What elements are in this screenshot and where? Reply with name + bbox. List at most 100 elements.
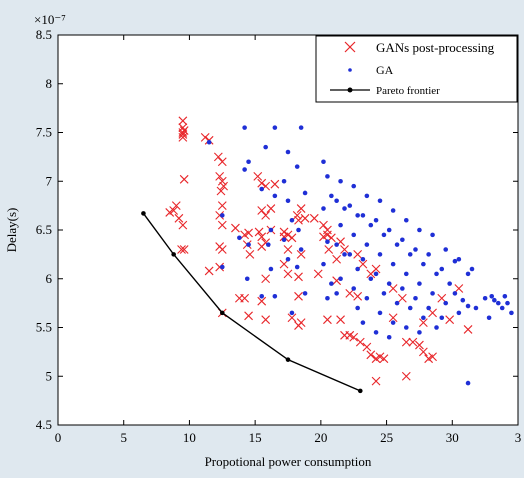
gan-point (345, 288, 355, 298)
y-tick-label: 5.5 (36, 320, 52, 335)
ga-point (417, 281, 422, 286)
gan-point (358, 259, 368, 269)
ga-point (342, 252, 347, 257)
gan-point-stroke (179, 245, 189, 254)
ga-point (281, 178, 287, 184)
ga-point (482, 295, 488, 301)
gan-point-stroke (217, 157, 227, 167)
legend-marker-ga (348, 68, 352, 72)
gan-point-stroke (418, 318, 428, 328)
ga-point (342, 206, 347, 211)
ga-point (289, 310, 295, 316)
gan-point (169, 206, 179, 215)
gan-point-stroke (257, 232, 267, 242)
x-tick-label: 15 (249, 430, 262, 445)
ga-point (426, 252, 431, 257)
gan-point-stroke (257, 206, 267, 215)
ga-point (285, 256, 291, 262)
gan-point (313, 269, 323, 279)
gan-point-stroke (200, 132, 210, 142)
ga-point (473, 305, 479, 311)
ga-point (465, 303, 471, 309)
gan-point (355, 337, 365, 347)
pareto-point (171, 252, 176, 257)
gan-point (296, 249, 306, 259)
ga-point (386, 334, 392, 340)
gan-point (200, 132, 210, 142)
gan-point-stroke (244, 228, 253, 238)
gan-point-stroke (283, 245, 293, 254)
gan-point (257, 178, 267, 188)
gan-point-stroke (266, 204, 276, 213)
gan-point (401, 337, 411, 347)
gan-point (388, 313, 398, 323)
ga-point (390, 320, 396, 325)
ga-point (347, 203, 353, 208)
gan-point-stroke (401, 371, 411, 381)
gan-point-stroke (319, 220, 328, 230)
gan-point (217, 220, 227, 230)
gan-point (340, 245, 349, 254)
ga-point (355, 266, 360, 272)
ga-point (364, 295, 370, 301)
pareto-point (285, 357, 291, 362)
gan-point (397, 293, 407, 303)
ga-point (206, 139, 212, 145)
gan-point (379, 354, 389, 364)
ga-point (242, 167, 247, 172)
gan-point (319, 232, 328, 242)
gan-point-stroke (415, 340, 424, 350)
gan-point (366, 350, 376, 360)
gan-point-stroke (219, 181, 228, 191)
gan-point (219, 181, 228, 191)
ga-point (434, 325, 439, 330)
gan-point-stroke (371, 376, 381, 386)
ga-point (325, 295, 330, 301)
ga-point (443, 300, 449, 306)
gan-point (287, 313, 297, 323)
gan-point-stroke (257, 178, 267, 188)
ga-point (268, 227, 274, 233)
gan-point-stroke (319, 232, 328, 242)
ga-point (505, 300, 510, 306)
y-tick-label: 4.5 (36, 417, 52, 432)
gan-point-stroke (261, 274, 271, 284)
gan-point-stroke (353, 291, 363, 301)
ga-point (285, 149, 291, 155)
gan-point-stroke (428, 308, 437, 318)
gan-point-stroke (257, 242, 267, 251)
gan-point (257, 232, 267, 242)
gan-point-stroke (215, 262, 225, 272)
ga-point (296, 227, 301, 233)
gan-point-stroke (345, 288, 355, 298)
ga-point (417, 330, 422, 335)
gan-point (178, 132, 188, 142)
gan-point (178, 116, 188, 126)
ga-point (465, 380, 471, 386)
y-axis: 4.5 5 5.5 6 6.5 7 7.5 8 8.5 (36, 27, 518, 432)
ga-point (373, 271, 379, 277)
pareto-point (141, 211, 146, 216)
gan-point (261, 274, 271, 284)
gan-point-stroke (309, 213, 319, 223)
ga-point (486, 315, 492, 321)
gan-point (261, 210, 271, 220)
ga-point (452, 258, 458, 264)
gan-point-stroke (296, 249, 306, 259)
y-multiplier-label: ×10⁻⁷ (34, 12, 66, 27)
gan-point-stroke (375, 352, 385, 362)
ga-point (407, 305, 413, 311)
ga-point (509, 310, 514, 316)
gan-point (217, 201, 227, 211)
gan-point-stroke (215, 210, 225, 220)
ga-point (246, 159, 251, 165)
gan-point-stroke (336, 315, 345, 325)
gan-point-stroke (178, 132, 188, 142)
gan-point-stroke (253, 171, 263, 181)
gan-point-stroke (244, 311, 253, 321)
ga-point (368, 276, 374, 282)
gan-point (349, 332, 359, 342)
ga-point (325, 239, 330, 244)
ga-point (347, 252, 353, 257)
